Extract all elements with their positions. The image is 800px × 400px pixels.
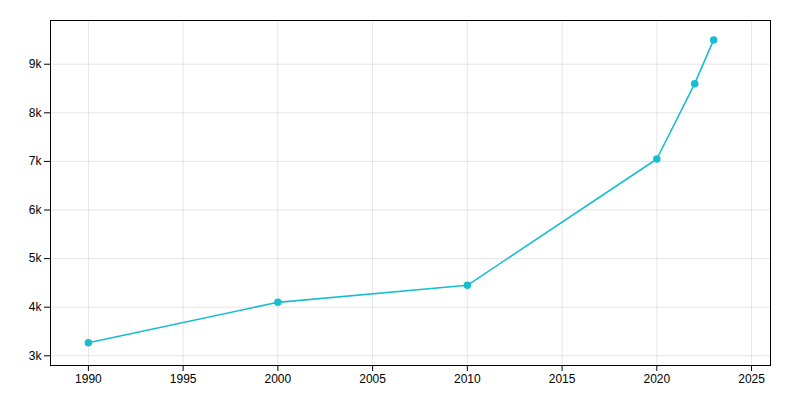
svg-text:1995: 1995 — [170, 372, 197, 386]
svg-text:6k: 6k — [29, 203, 43, 217]
svg-text:2005: 2005 — [359, 372, 386, 386]
svg-text:2010: 2010 — [454, 372, 481, 386]
svg-text:8k: 8k — [29, 106, 43, 120]
svg-text:2000: 2000 — [265, 372, 292, 386]
svg-text:3k: 3k — [29, 349, 43, 363]
svg-text:2025: 2025 — [738, 372, 765, 386]
svg-text:2015: 2015 — [549, 372, 576, 386]
svg-text:7k: 7k — [29, 154, 43, 168]
svg-text:9k: 9k — [29, 57, 43, 71]
svg-text:2020: 2020 — [643, 372, 670, 386]
svg-text:1990: 1990 — [75, 372, 102, 386]
svg-text:4k: 4k — [29, 300, 43, 314]
svg-text:5k: 5k — [29, 251, 43, 265]
